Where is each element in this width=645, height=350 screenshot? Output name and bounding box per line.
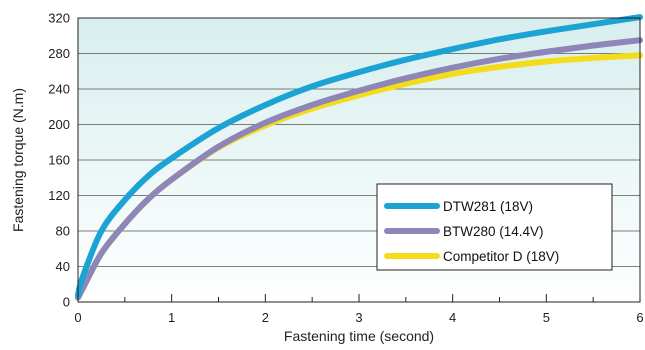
- x-tick-label: 2: [262, 310, 269, 325]
- y-tick-label: 160: [48, 153, 70, 168]
- axis-ticks: 0 40 80 120 160 200 240 280 320 0 1 2 3 4 5 6: [48, 11, 643, 326]
- series-line-dtw281: [75, 14, 643, 298]
- x-tick-label: 1: [168, 310, 175, 325]
- x-tick-label: 4: [449, 310, 456, 325]
- y-tick-label: 320: [48, 11, 70, 26]
- legend-entry: DTW281 (18V): [443, 199, 533, 214]
- y-tick-label: 280: [48, 46, 70, 61]
- series-layer: [75, 14, 643, 301]
- y-tick-label: 200: [48, 117, 70, 132]
- x-tick-label: 0: [74, 310, 81, 325]
- y-tick-label: 40: [56, 259, 70, 274]
- legend-entry: Competitor D (18V): [443, 249, 559, 264]
- legend: DTW281 (18V) BTW280 (14.4V) Competitor D (…: [376, 183, 613, 271]
- x-axis-title: Fastening time (second): [284, 328, 434, 344]
- series-line-btw280: [75, 37, 643, 301]
- y-tick-label: 120: [48, 188, 70, 203]
- legend-entry: BTW280 (14.4V): [443, 224, 544, 239]
- y-tick-label: 0: [63, 295, 70, 310]
- x-tick-label: 6: [636, 310, 643, 325]
- x-tick-label: 5: [543, 310, 550, 325]
- y-axis-title: Fastening torque (N.m): [10, 88, 26, 232]
- y-tick-label: 240: [48, 82, 70, 97]
- x-tick-label: 3: [355, 310, 362, 325]
- y-tick-label: 80: [56, 224, 70, 239]
